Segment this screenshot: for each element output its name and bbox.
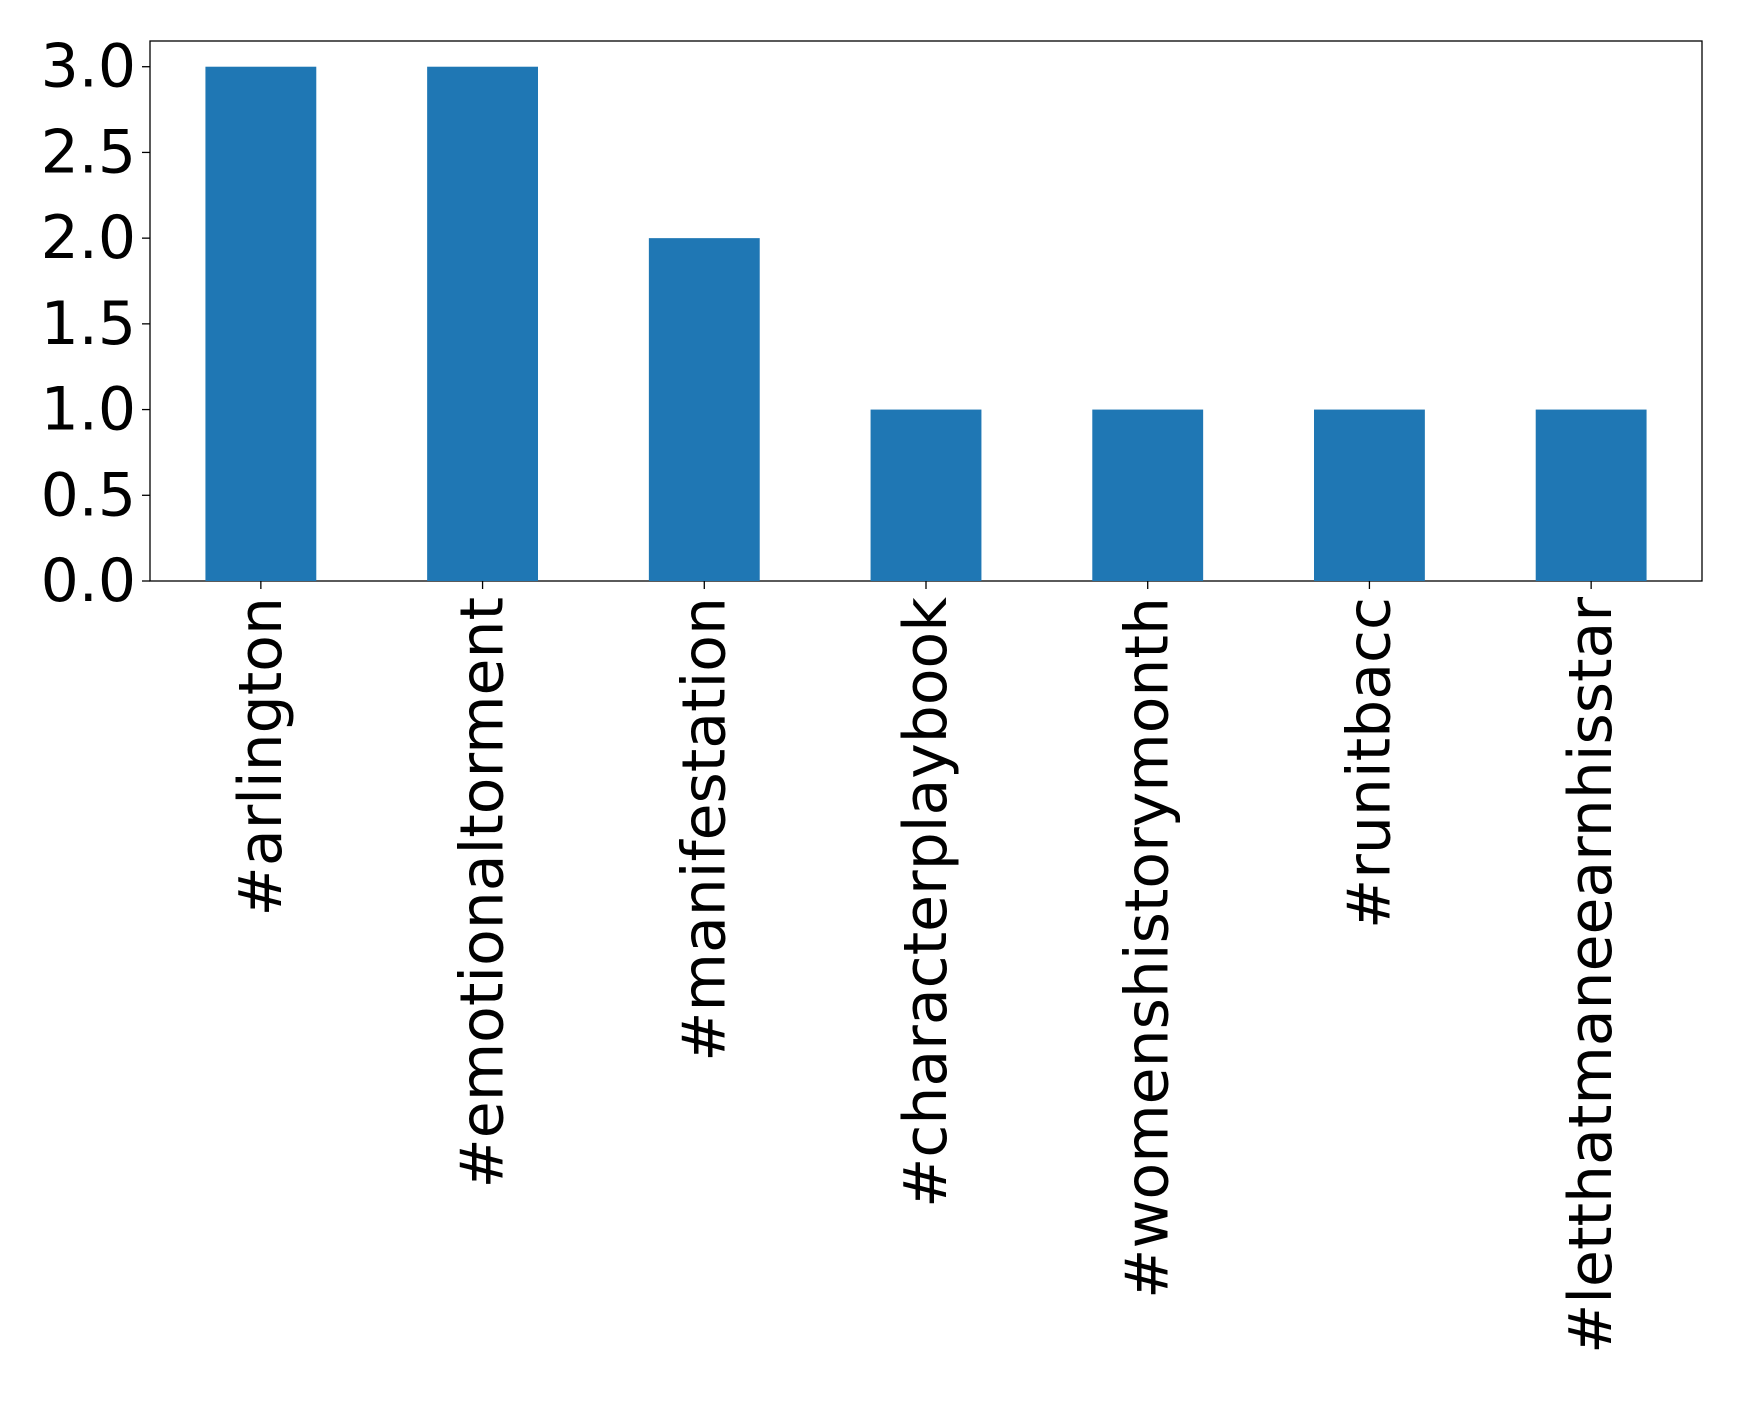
- y-tick-label: 1.0: [41, 375, 136, 445]
- x-tick-label-manifestation: #manifestation: [669, 597, 739, 1062]
- bar-emotionaltorment: [427, 66, 538, 581]
- bar-runitbacc: [1314, 409, 1425, 581]
- bar-characterplaybook: [870, 409, 982, 581]
- bar-letthatmaneearnhisstar: [1535, 409, 1647, 581]
- y-tick-label: 0.0: [41, 546, 136, 616]
- bar-manifestation: [648, 238, 760, 581]
- y-axis: 0.0 0.5 1.0 1.5 2.0 2.5 3.0: [41, 32, 150, 616]
- x-tick-label-womenshistorymonth: #womenshistorymonth: [1113, 597, 1183, 1299]
- bar-arlington: [205, 66, 317, 581]
- x-tick-label-characterplaybook: #characterplaybook: [891, 597, 961, 1208]
- x-tick-label-letthatmaneearnhisstar: #letthatmaneearnhisstar: [1556, 597, 1626, 1354]
- y-tick-label: 2.0: [41, 203, 136, 273]
- y-tick-label: 1.5: [41, 289, 136, 359]
- x-tick-label-emotionaltorment: #emotionaltorment: [448, 597, 518, 1188]
- bars-group: [205, 66, 1647, 581]
- x-tick-label-runitbacc: #runitbacc: [1334, 597, 1404, 929]
- y-tick-label: 2.5: [41, 117, 136, 187]
- bar-womenshistorymonth: [1092, 409, 1204, 581]
- y-tick-label: 3.0: [41, 32, 136, 102]
- x-tick-label-arlington: #arlington: [226, 597, 296, 916]
- y-tick-label: 0.5: [41, 460, 136, 530]
- x-axis: #arlington #emotionaltorment #manifestatio…: [226, 581, 1626, 1354]
